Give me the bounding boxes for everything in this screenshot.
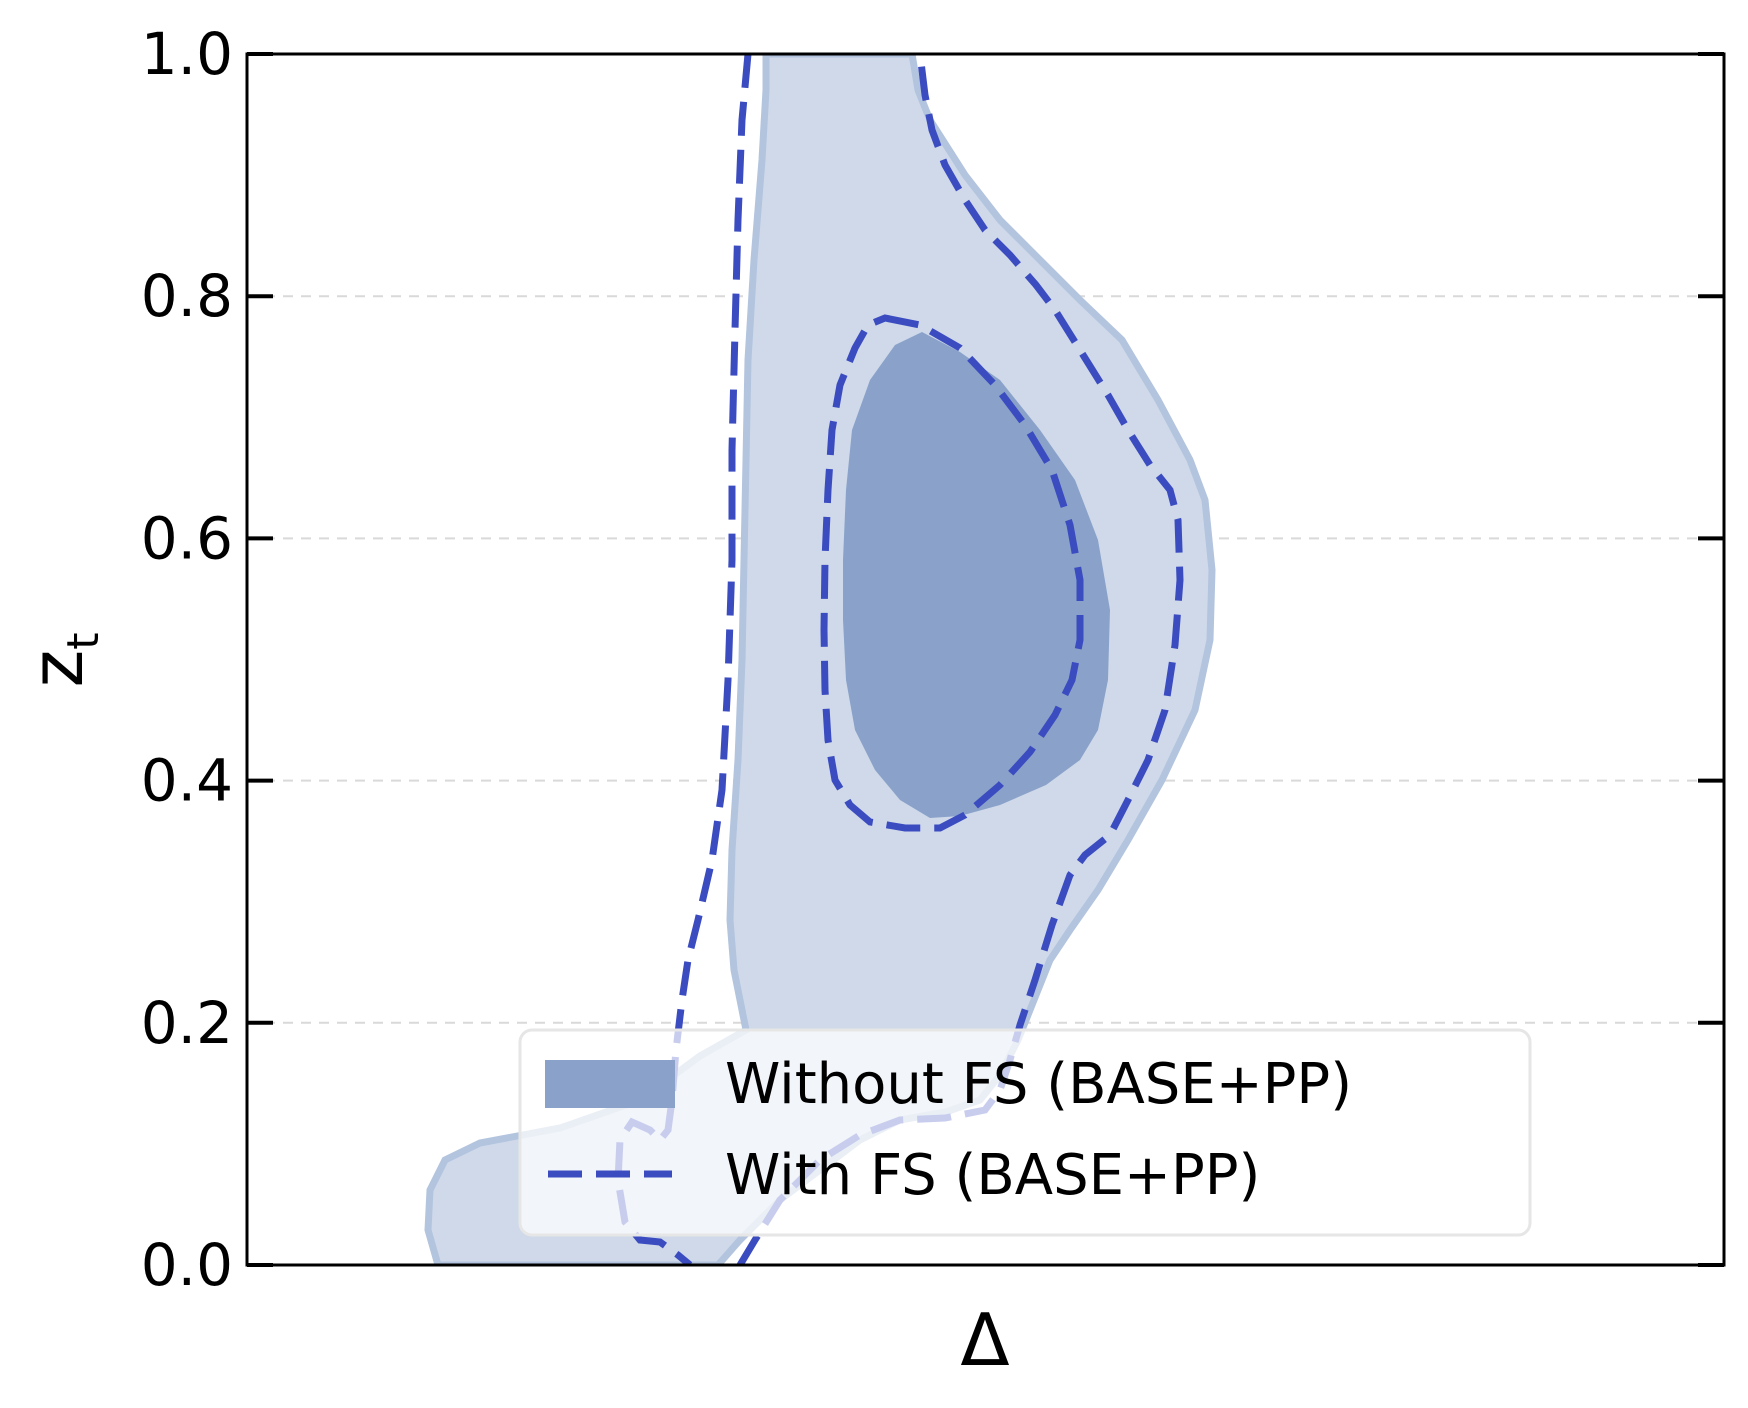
legend-swatch-without-fs — [545, 1060, 675, 1108]
legend-label-with-fs: With FS (BASE+PP) — [725, 1143, 1260, 1208]
y-axis-label-subscript: t — [58, 632, 109, 649]
y-axis-tick-labels: 0.0 0.2 0.4 0.6 0.8 1.0 — [141, 20, 233, 1299]
y-tick-label: 0.8 — [141, 262, 233, 330]
contour-layer — [424, 54, 1216, 1265]
plot-frame — [245, 52, 1726, 1267]
x-axis-label: Δ — [960, 1298, 1009, 1382]
y-tick-label: 0.0 — [141, 1231, 233, 1299]
y-tick-label: 0.2 — [141, 989, 233, 1057]
y-tick-label: 1.0 — [141, 20, 233, 88]
legend-box — [518, 1028, 1532, 1237]
legend-label-without-fs: Without FS (BASE+PP) — [725, 1052, 1352, 1117]
svg-text:zt: zt — [15, 632, 109, 687]
y-axis-label-main: z — [15, 650, 99, 688]
y-tick-label: 0.4 — [141, 747, 233, 815]
y-axis-ticks — [247, 52, 1724, 1267]
legend: Without FS (BASE+PP) With FS (BASE+PP) — [518, 1028, 1532, 1237]
y-tick-label: 0.6 — [141, 504, 233, 572]
y-axis-label: zt — [15, 632, 109, 687]
with-fs-inner-contour — [820, 314, 1084, 832]
